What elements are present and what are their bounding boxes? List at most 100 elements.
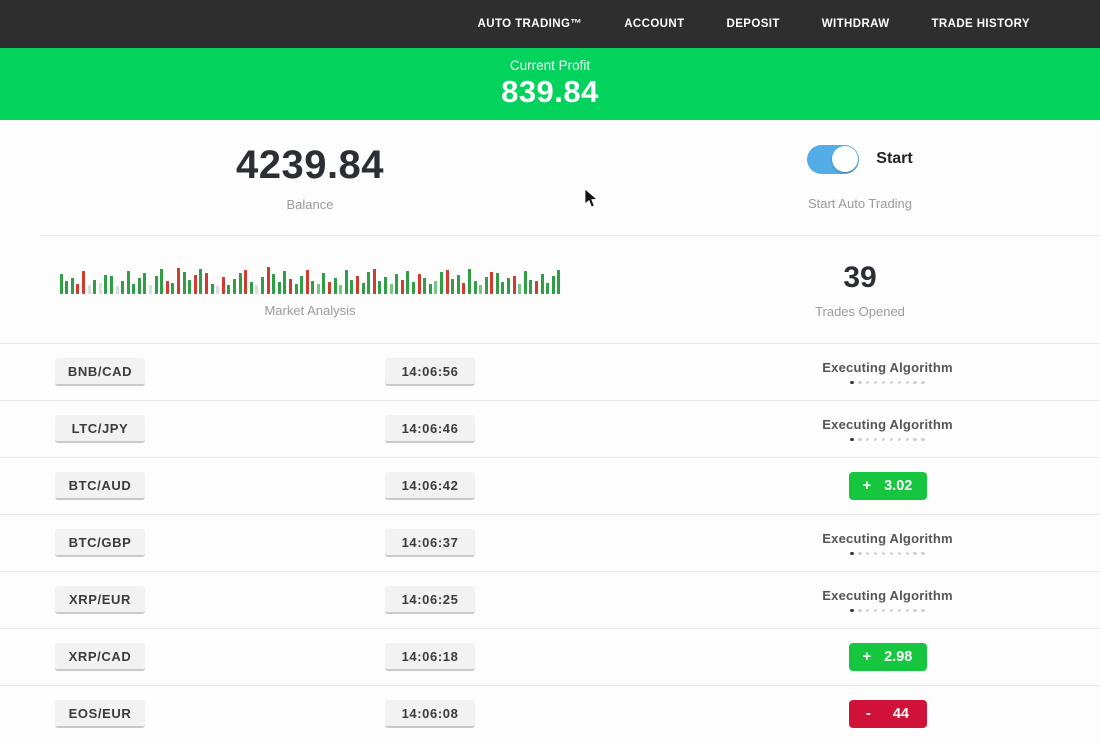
candle-bar: [507, 278, 511, 294]
candle-bar: [484, 277, 488, 294]
candle-bar: [490, 272, 494, 294]
candle-bar: [557, 270, 561, 294]
trade-row: BTC/GBP 14:06:37 Executing Algorithm: [0, 514, 1100, 571]
executing-label: Executing Algorithm: [822, 530, 953, 546]
candle-bar: [495, 273, 499, 294]
auto-trading-stat: Start Start Auto Trading: [620, 120, 1100, 235]
candle-bar: [456, 275, 460, 294]
candle-bar: [266, 267, 270, 294]
nav-item-withdraw[interactable]: WITHDRAW: [821, 18, 890, 30]
candle-bar: [316, 284, 320, 294]
executing-label: Executing Algorithm: [822, 359, 953, 375]
candle-bar: [199, 269, 203, 294]
candle-bar: [294, 284, 298, 294]
candle-bar: [546, 283, 550, 294]
result-sign: +: [862, 649, 872, 665]
candle-bar: [356, 276, 360, 294]
nav-item-trade-history[interactable]: TRADE HISTORY: [931, 18, 1030, 30]
candle-bar: [154, 276, 158, 294]
pair-badge: LTC/JPY: [55, 415, 145, 443]
auto-trading-label: Start Auto Trading: [807, 195, 913, 211]
candle-bar: [70, 278, 74, 294]
candle-bar: [512, 276, 516, 294]
pair-badge: EOS/EUR: [55, 700, 145, 728]
trade-row: BTC/AUD 14:06:42 +3.02: [0, 457, 1100, 514]
nav-item-account[interactable]: ACCOUNT: [624, 18, 685, 30]
candle-bar: [389, 284, 393, 294]
candle-bar: [361, 283, 365, 294]
candle-bar: [288, 279, 292, 294]
candle-bar: [417, 274, 421, 294]
trades-opened-stat: 39 Trades Opened: [620, 236, 1100, 343]
candle-bar: [210, 284, 214, 294]
candle-bar: [177, 268, 181, 294]
candle-bar: [411, 282, 415, 294]
trade-row: BNB/CAD 14:06:56 Executing Algorithm: [0, 343, 1100, 400]
trade-row: XRP/EUR 14:06:25 Executing Algorithm: [0, 571, 1100, 628]
nav-item-auto-trading[interactable]: AUTO TRADING™: [477, 18, 583, 30]
candle-bar: [65, 281, 69, 294]
candle-bar: [98, 283, 102, 294]
pair-badge: BNB/CAD: [55, 358, 145, 386]
pair-badge: BTC/GBP: [55, 529, 145, 557]
progress-dots: [822, 437, 952, 442]
candle-bar: [384, 277, 388, 294]
trade-row: LTC/JPY 14:06:46 Executing Algorithm: [0, 400, 1100, 457]
candle-bar: [81, 271, 85, 294]
candle-bar: [238, 273, 242, 294]
candle-bar: [523, 271, 527, 294]
auto-trading-toggle[interactable]: [807, 144, 860, 174]
result-sign: +: [862, 478, 872, 494]
candle-bar: [451, 279, 455, 294]
progress-dots: [822, 608, 952, 613]
candle-bar: [551, 276, 555, 294]
candle-bar: [160, 269, 164, 294]
time-badge: 14:06:46: [385, 415, 475, 443]
candle-bar: [171, 283, 175, 294]
candle-bar: [372, 269, 376, 294]
candle-bar: [439, 272, 443, 294]
candle-bar: [255, 285, 259, 294]
profit-banner: Current Profit 839.84: [0, 48, 1100, 120]
profit-badge: +3.02: [848, 472, 927, 500]
market-analysis-chart: [59, 261, 561, 294]
candle-bar: [76, 284, 80, 294]
candle-bar: [260, 277, 264, 294]
candle-bar: [322, 273, 326, 294]
candle-bar: [339, 285, 343, 294]
candle-bar: [328, 282, 332, 294]
candle-bar: [143, 273, 147, 294]
pair-badge: BTC/AUD: [55, 472, 145, 500]
progress-dots: [822, 551, 952, 556]
candle-bar: [406, 271, 410, 294]
pair-badge: XRP/EUR: [55, 586, 145, 614]
executing-label: Executing Algorithm: [822, 416, 953, 432]
candle-bar: [395, 274, 399, 294]
executing-indicator: Executing Algorithm: [822, 588, 953, 613]
candle-bar: [232, 279, 236, 294]
time-badge: 14:06:08: [385, 700, 475, 728]
trade-row: EOS/EUR 14:06:08 - 44: [0, 685, 1100, 742]
executing-indicator: Executing Algorithm: [822, 359, 953, 385]
candle-bar: [311, 281, 315, 294]
candle-bar: [104, 275, 108, 294]
candle-bar: [59, 274, 63, 294]
candle-bar: [244, 270, 248, 294]
candle-bar: [300, 276, 304, 294]
candle-bar: [137, 278, 141, 294]
trades-opened-label: Trades Opened: [815, 303, 905, 319]
candle-bar: [149, 285, 153, 294]
progress-dots: [822, 380, 952, 385]
candle-bar: [115, 286, 119, 294]
loss-badge: - 44: [848, 700, 927, 728]
candle-bar: [305, 270, 309, 294]
trade-status: +2.98: [715, 643, 1060, 671]
market-analysis-stat: Market Analysis: [0, 236, 620, 343]
executing-indicator: Executing Algorithm: [822, 530, 953, 556]
nav-item-deposit[interactable]: DEPOSIT: [726, 18, 780, 30]
trade-row: XRP/CAD 14:06:18 +2.98: [0, 628, 1100, 685]
time-badge: 14:06:56: [385, 358, 475, 386]
candle-bar: [479, 285, 483, 294]
candle-bar: [529, 280, 533, 294]
profit-banner-value: 839.84: [501, 74, 599, 109]
